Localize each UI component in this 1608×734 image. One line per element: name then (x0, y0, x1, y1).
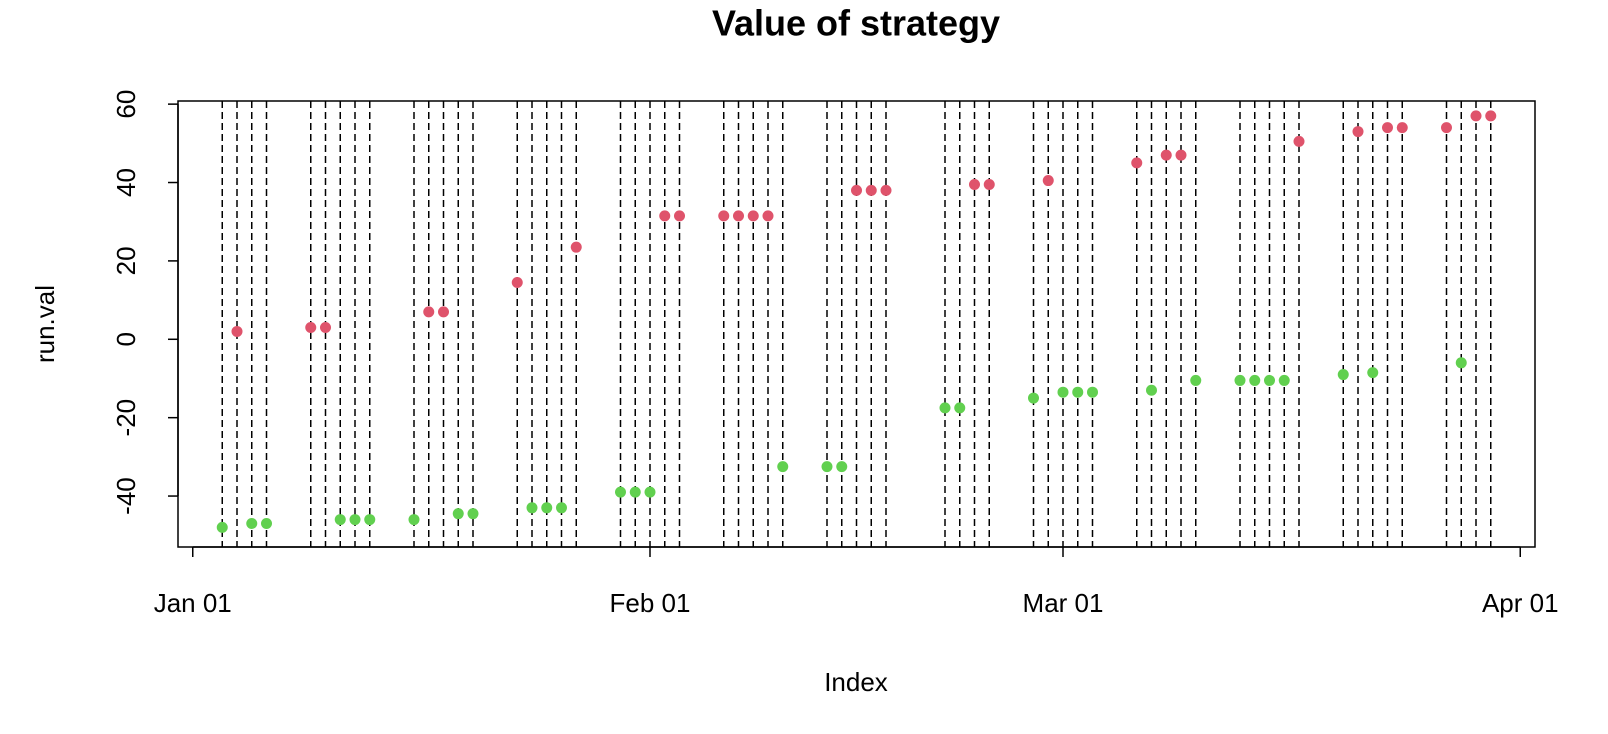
data-point (526, 502, 538, 514)
data-point (733, 210, 744, 222)
data-point (1455, 357, 1467, 369)
data-point (1042, 175, 1054, 187)
data-point (1160, 149, 1172, 161)
data-point (1190, 374, 1202, 386)
y-tick-label: 40 (111, 168, 141, 197)
data-point (570, 241, 582, 253)
data-point (1278, 374, 1290, 386)
data-point (865, 184, 877, 196)
data-point (246, 517, 258, 529)
data-point (1293, 135, 1305, 147)
data-point (777, 461, 789, 473)
data-point (1264, 374, 1275, 386)
data-point (1057, 386, 1069, 398)
data-point (1175, 149, 1187, 161)
data-point (659, 210, 671, 222)
data-point (1146, 384, 1157, 396)
data-point (511, 276, 523, 288)
x-tick-label: Mar 01 (1023, 588, 1104, 618)
y-tick-label: -40 (111, 477, 141, 515)
data-point (762, 210, 774, 222)
y-tick-label: 60 (111, 90, 141, 119)
data-point (305, 322, 317, 334)
y-axis-label: run.val (30, 285, 60, 363)
data-point (718, 210, 730, 222)
data-point (541, 502, 553, 514)
data-point (644, 486, 656, 498)
data-point (1396, 122, 1408, 134)
data-point (1249, 374, 1261, 386)
data-point (1337, 369, 1349, 381)
data-point (1028, 392, 1039, 404)
data-point (231, 325, 243, 337)
data-point (674, 210, 685, 222)
data-point (983, 178, 995, 190)
data-point (364, 514, 376, 526)
x-axis-label: Index (824, 667, 888, 697)
y-tick-label: 20 (111, 246, 141, 275)
data-point (629, 486, 641, 498)
data-point (423, 306, 435, 318)
data-point (1072, 386, 1084, 398)
data-point (1087, 386, 1098, 398)
data-point (438, 306, 449, 318)
data-point (747, 210, 759, 222)
data-point (408, 514, 420, 526)
data-point (880, 184, 892, 196)
data-point (334, 514, 346, 526)
y-tick-label: 0 (111, 332, 141, 346)
chart-title: Value of strategy (712, 3, 1000, 44)
data-point (821, 461, 833, 473)
data-point (556, 502, 567, 514)
data-point (1367, 367, 1379, 379)
x-tick-label: Jan 01 (154, 588, 232, 618)
x-tick-label: Apr 01 (1482, 588, 1559, 618)
data-point (216, 521, 228, 533)
y-tick-label: -20 (111, 399, 141, 437)
data-point (954, 402, 966, 414)
data-point (1131, 157, 1143, 169)
data-point (939, 402, 951, 414)
data-point (851, 184, 862, 196)
data-point (615, 486, 626, 498)
data-point (1470, 110, 1482, 122)
data-point (836, 461, 848, 473)
x-tick-label: Feb 01 (610, 588, 691, 618)
data-point (1352, 126, 1364, 138)
data-point (452, 508, 464, 520)
data-point (969, 178, 980, 190)
data-point (320, 322, 331, 334)
data-point (1234, 374, 1246, 386)
data-point (261, 517, 272, 529)
data-point (1441, 122, 1452, 134)
data-point (467, 508, 479, 520)
data-point (349, 514, 361, 526)
data-point (1382, 122, 1393, 134)
data-point (1485, 110, 1497, 122)
